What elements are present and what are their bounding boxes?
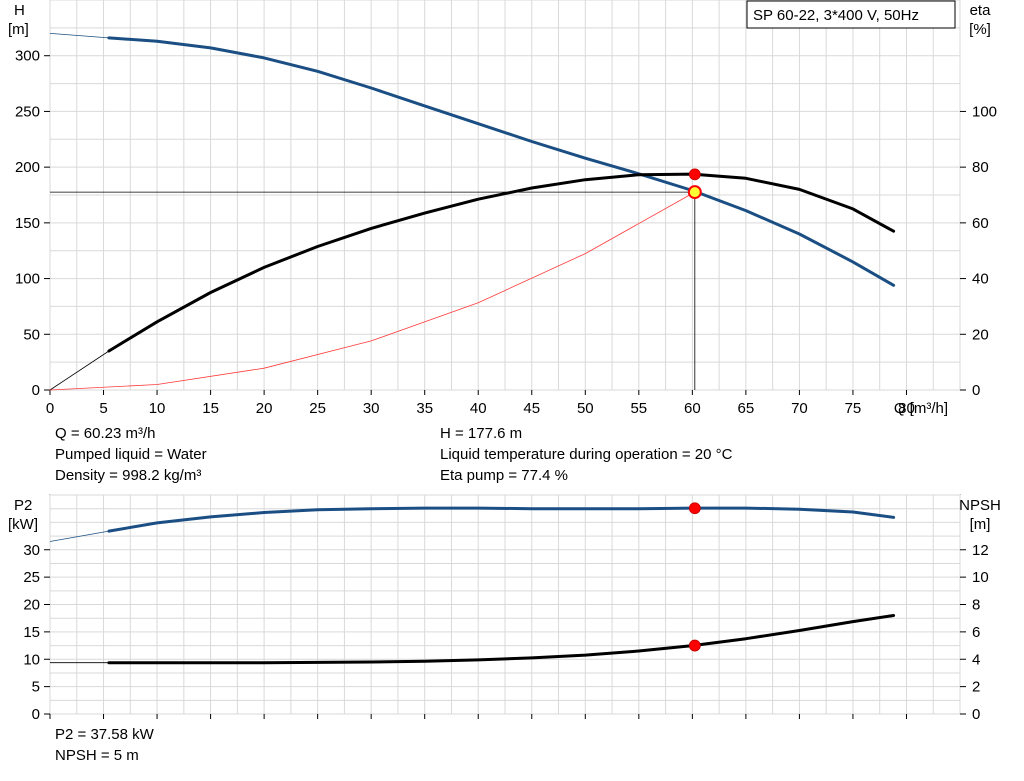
power-y-right-tick-label: 12 — [972, 542, 989, 559]
power-y-left-tick-label: 20 — [23, 597, 40, 614]
head-y-right-tick-label: 40 — [972, 271, 989, 288]
power-y-right-tick-label: 8 — [972, 597, 980, 614]
x-tick-label: 75 — [845, 400, 862, 417]
head-h-curve — [107, 36, 896, 287]
x-tick-label: 60 — [684, 400, 701, 417]
head-y-left-tick-label: 100 — [15, 271, 40, 288]
head-y-left-label: H — [14, 2, 25, 19]
power-y-right-label: NPSH — [959, 497, 1001, 514]
power-y-left-tick-label: 30 — [23, 542, 40, 559]
temperature-info: Liquid temperature during operation = 20… — [440, 446, 733, 463]
head-y-right-tick-label: 20 — [972, 326, 989, 343]
x-tick-label: 70 — [791, 400, 808, 417]
power-y-right-tick-label: 10 — [972, 569, 989, 586]
power-y-left-unit: [kW] — [8, 516, 38, 533]
head-y-right-tick-label: 0 — [972, 382, 980, 399]
x-tick-label: 5 — [99, 400, 107, 417]
head-eta-curve — [107, 172, 896, 353]
head-info: H = 177.6 m — [440, 425, 523, 442]
head-y-left-tick-label: 250 — [15, 103, 40, 120]
power-y-left-tick-label: 10 — [23, 651, 40, 668]
head-y-left-unit: [m] — [8, 21, 29, 38]
power-y-left-tick-label: 5 — [32, 679, 40, 696]
x-tick-label: 45 — [523, 400, 540, 417]
power-y-right-tick-label: 4 — [972, 651, 980, 668]
head-y-left-tick-label: 200 — [15, 159, 40, 176]
head-y-right-tick-label: 60 — [972, 215, 989, 232]
power-info: P2 = 37.58 kW — [55, 726, 154, 743]
title-box — [746, 0, 956, 29]
power-y-left-tick-label: 0 — [32, 706, 40, 723]
x-tick-label: 10 — [149, 400, 166, 417]
power-duty-point — [688, 639, 701, 652]
power-y-left-tick-label: 15 — [23, 624, 40, 641]
x-tick-label: 15 — [202, 400, 219, 417]
x-tick-label: 25 — [309, 400, 326, 417]
head-y-left-tick-label: 0 — [32, 382, 40, 399]
head-y-left-tick-label: 150 — [15, 215, 40, 232]
x-tick-label: 40 — [470, 400, 487, 417]
power-y-right-unit: [m] — [970, 516, 991, 533]
power-y-right-tick-label: 0 — [972, 706, 980, 723]
power-y-left-tick-label: 25 — [23, 569, 40, 586]
power-duty-point — [688, 502, 701, 515]
head-y-right-unit: [%] — [969, 21, 991, 38]
power-y-right-tick-label: 2 — [972, 679, 980, 696]
efficiency-info: Eta pump = 77.4 % — [440, 467, 568, 484]
power-y-left-label: P2 — [14, 497, 32, 514]
liquid-info: Pumped liquid = Water — [55, 446, 207, 463]
x-tick-label: 50 — [577, 400, 594, 417]
x-tick-label: 80 — [898, 400, 915, 417]
head-eta-extrapolation — [49, 350, 110, 391]
head-y-right-tick-label: 80 — [972, 159, 989, 176]
density-info: Density = 998.2 kg/m³ — [55, 467, 202, 484]
power-y-right-tick-label: 6 — [972, 624, 980, 641]
eta-duty-point — [688, 168, 701, 181]
x-tick-label: 0 — [46, 400, 54, 417]
power-p2-extrapolation — [49, 530, 109, 542]
head-y-left-tick-label: 50 — [23, 326, 40, 343]
head-system-curve-curve — [49, 191, 696, 391]
head-y-left-tick-label: 300 — [15, 48, 40, 65]
chart-title: SP 60-22, 3*400 V, 50Hz — [753, 7, 919, 24]
head-y-right-label: eta — [970, 2, 992, 19]
npsh-info: NPSH = 5 m — [55, 747, 139, 764]
x-tick-label: 65 — [738, 400, 755, 417]
power-npsh-curve — [107, 614, 896, 665]
x-tick-label: 30 — [363, 400, 380, 417]
head-h-extrapolation — [49, 33, 109, 39]
operating-point — [687, 185, 702, 200]
head-x-axis-label: Q [m³/h] — [894, 400, 948, 417]
head-y-right-tick-label: 100 — [972, 103, 997, 120]
x-tick-label: 35 — [416, 400, 433, 417]
x-tick-label: 20 — [256, 400, 273, 417]
power-p2-curve — [107, 506, 896, 533]
flow-info: Q = 60.23 m³/h — [55, 425, 156, 442]
x-tick-label: 55 — [630, 400, 647, 417]
